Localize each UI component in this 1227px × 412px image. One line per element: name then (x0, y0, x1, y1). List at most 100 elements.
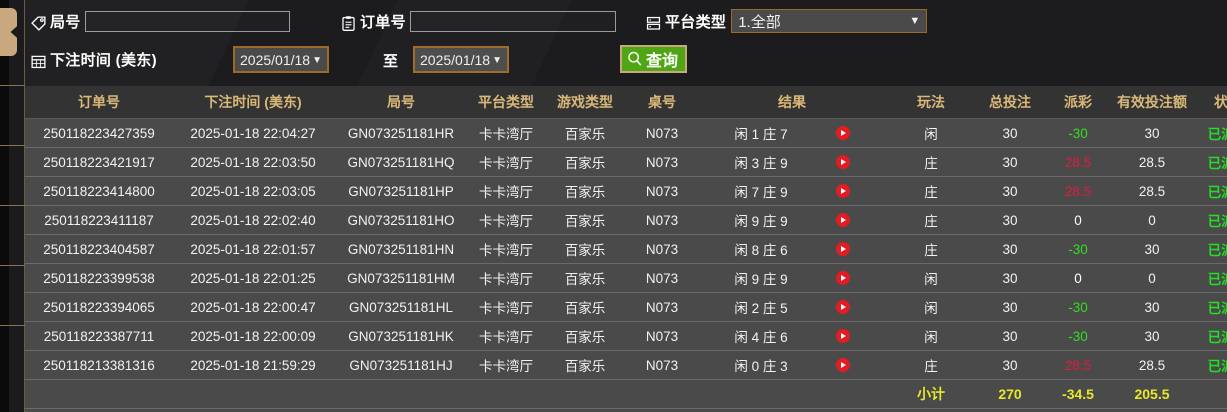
col-header-total-bet[interactable]: 总投注 (975, 86, 1045, 119)
cell-result: 闲 3 庄 9 (697, 147, 887, 177)
chevron-down-icon: ▼ (492, 54, 502, 66)
cell-valid-bet: 30 (1111, 234, 1193, 264)
filter-order-no-label: 订单号 (360, 14, 406, 31)
cell-payout: 0 (1045, 205, 1111, 235)
left-rail (0, 0, 25, 412)
cell-table-no: N073 (627, 176, 697, 206)
cell-status: 已派彩 (1193, 234, 1227, 264)
play-video-icon[interactable] (835, 300, 850, 314)
cell-footer-valid-bet: 205.5 (1111, 408, 1193, 412)
play-video-icon[interactable] (835, 242, 850, 256)
table-row[interactable]: 250118223399538 2025-01-18 22:01:25 GN0732… (25, 263, 1227, 293)
cell-bet-time: 2025-01-18 22:04:27 (173, 118, 333, 148)
calendar-icon (30, 53, 47, 70)
cell-round-no: GN073251181HL (333, 292, 469, 322)
cell-footer-valid-bet: 205.5 (1111, 379, 1193, 409)
round-no-input[interactable] (84, 11, 290, 32)
cell-round-no: GN073251181HP (333, 176, 469, 206)
clipboard-icon (340, 15, 357, 32)
cell-payout: 28.5 (1045, 176, 1111, 206)
col-header-round-no[interactable]: 局号 (333, 86, 469, 119)
filter-platform-type-label: 平台类型 (665, 13, 727, 31)
cell-platform-type: 卡卡湾厅 (469, 292, 543, 322)
cell-payout: -30 (1045, 118, 1111, 148)
play-video-icon[interactable] (835, 271, 850, 285)
result-value: 闲 0 庄 3 (734, 359, 788, 374)
cell-total-bet: 30 (975, 205, 1045, 235)
cell-game-type: 百家乐 (543, 176, 627, 206)
cell-platform-type: 卡卡湾厅 (469, 234, 543, 264)
cell-footer-result (697, 408, 887, 412)
play-video-icon[interactable] (835, 126, 850, 140)
cell-status: 已派彩 (1193, 118, 1227, 148)
table-row[interactable]: 250118223411187 2025-01-18 22:02:40 GN0732… (25, 205, 1227, 235)
left-rail-panel (9, 0, 25, 412)
cell-total-bet: 30 (975, 350, 1045, 380)
col-header-bet-time[interactable]: 下注时间 (美东) (173, 86, 333, 119)
result-value: 闲 2 庄 5 (734, 301, 788, 316)
bet-time-to-datepicker[interactable]: 2025/01/18 ▼ (413, 46, 509, 73)
cell-order-no: 250118223399538 (25, 263, 173, 293)
play-video-icon[interactable] (835, 213, 850, 227)
cell-play-type: 庄 (887, 147, 975, 177)
cell-total-bet: 30 (975, 321, 1045, 351)
cell-result: 闲 2 庄 5 (697, 292, 887, 322)
cell-play-type: 闲 (887, 263, 975, 293)
col-header-play-type[interactable]: 玩法 (887, 86, 975, 119)
col-header-payout[interactable]: 派彩 (1045, 86, 1111, 119)
table-row[interactable]: 250118223427359 2025-01-18 22:04:27 GN0732… (25, 118, 1227, 148)
table-row[interactable]: 250118223404587 2025-01-18 22:01:57 GN0732… (25, 234, 1227, 264)
platform-type-selected-value: 1.全部 (738, 13, 781, 31)
bet-time-from-datepicker[interactable]: 2025/01/18 ▼ (233, 46, 329, 73)
col-header-table-no[interactable]: 桌号 (627, 86, 697, 119)
cell-order-no: 250118223421917 (25, 147, 173, 177)
play-video-icon[interactable] (835, 155, 850, 169)
order-no-input[interactable] (409, 11, 616, 32)
table-row[interactable]: 250118213381316 2025-01-18 21:59:29 GN0732… (25, 350, 1227, 380)
col-header-platform-type[interactable]: 平台类型 (469, 86, 543, 119)
query-button[interactable]: 查询 (620, 45, 688, 73)
cell-footer-table-no (627, 408, 697, 412)
cell-footer-platform-type (469, 408, 543, 412)
table-row[interactable]: 250118223414800 2025-01-18 22:03:05 GN0732… (25, 176, 1227, 206)
cell-footer-label: 总计 (887, 408, 975, 412)
cell-payout: -30 (1045, 321, 1111, 351)
col-header-result[interactable]: 结果 (697, 86, 887, 119)
cell-order-no: 250118223414800 (25, 176, 173, 206)
result-value: 闲 3 庄 9 (734, 156, 788, 171)
cell-bet-time: 2025-01-18 21:59:29 (173, 350, 333, 380)
cell-total-bet: 30 (975, 118, 1045, 148)
cell-play-type: 庄 (887, 205, 975, 235)
play-video-icon[interactable] (835, 329, 850, 343)
col-header-status[interactable]: 状态 (1193, 86, 1227, 119)
table-row[interactable]: 250118223387711 2025-01-18 22:00:09 GN0732… (25, 321, 1227, 351)
table-row[interactable]: 250118223394065 2025-01-18 22:00:47 GN0732… (25, 292, 1227, 322)
cell-order-no: 250118213381316 (25, 350, 173, 380)
cell-valid-bet: 28.5 (1111, 147, 1193, 177)
cell-total-bet: 30 (975, 147, 1045, 177)
sidebar-toggle-tab[interactable] (0, 8, 17, 56)
col-header-order-no[interactable]: 订单号 (25, 86, 173, 119)
cell-payout: 28.5 (1045, 350, 1111, 380)
play-video-icon[interactable] (835, 184, 850, 198)
cell-result: 闲 9 庄 9 (697, 205, 887, 235)
cell-valid-bet: 30 (1111, 118, 1193, 148)
col-header-valid-bet[interactable]: 有效投注额 (1111, 86, 1193, 119)
platform-type-select[interactable]: 1.全部 ▼ (731, 9, 928, 33)
left-rail-segment (0, 0, 25, 86)
cell-order-no: 250118223404587 (25, 234, 173, 264)
cell-valid-bet: 28.5 (1111, 176, 1193, 206)
cell-platform-type: 卡卡湾厅 (469, 205, 543, 235)
play-video-icon[interactable] (835, 358, 850, 372)
cell-status: 已派彩 (1193, 205, 1227, 235)
cell-status: 已派彩 (1193, 176, 1227, 206)
cell-bet-time: 2025-01-18 22:03:50 (173, 147, 333, 177)
table-row[interactable]: 250118223421917 2025-01-18 22:03:50 GN0732… (25, 147, 1227, 177)
col-header-game-type[interactable]: 游戏类型 (543, 86, 627, 119)
cell-status: 已派彩 (1193, 350, 1227, 380)
chevron-down-icon: ▼ (909, 15, 921, 27)
cell-footer-status (1193, 408, 1227, 412)
filter-round-no: 局号 (30, 11, 290, 32)
cell-game-type: 百家乐 (543, 263, 627, 293)
